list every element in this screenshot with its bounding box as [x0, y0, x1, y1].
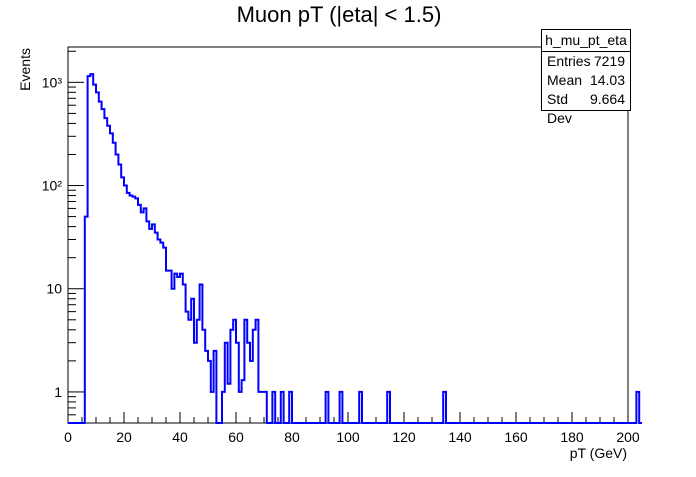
x-tick-label: 120 — [392, 429, 416, 445]
stats-row-stddev: Std Dev 9.664 — [542, 90, 630, 126]
x-tick-label: 20 — [116, 429, 132, 445]
x-tick-label: 180 — [560, 429, 584, 445]
stats-label: Entries — [547, 53, 591, 69]
x-axis-label: pT (GeV) — [570, 445, 627, 461]
stats-label: Std Dev — [547, 91, 572, 126]
stats-row-mean: Mean 14.03 — [542, 71, 630, 90]
stats-label: Mean — [547, 72, 583, 88]
x-tick-label: 140 — [448, 429, 472, 445]
y-tick-label: 10² — [42, 178, 63, 194]
x-tick-label: 0 — [64, 429, 72, 445]
histogram-line — [68, 73, 642, 424]
x-tick-label: 160 — [504, 429, 528, 445]
x-tick-label: 100 — [336, 429, 360, 445]
stats-box: h_mu_pt_eta Entries 7219 Mean 14.03 Std … — [541, 29, 631, 126]
stats-value: 14.03 — [589, 72, 625, 88]
x-tick-label: 60 — [228, 429, 244, 445]
y-tick-label: 10 — [46, 281, 62, 297]
stats-value: 9.664 — [589, 91, 625, 107]
x-tick-label: 40 — [172, 429, 188, 445]
y-axis-label: Events — [17, 48, 33, 91]
y-tick-label: 10³ — [42, 74, 63, 90]
x-tick-label: 80 — [284, 429, 300, 445]
stats-value: 7219 — [593, 53, 625, 69]
chart-title: Muon pT (|eta| < 1.5) — [237, 2, 442, 27]
stats-row-entries: Entries 7219 — [542, 52, 630, 71]
y-tick-label: 1 — [54, 384, 62, 400]
x-tick-label: 200 — [616, 429, 640, 445]
stats-title: h_mu_pt_eta — [542, 30, 630, 52]
